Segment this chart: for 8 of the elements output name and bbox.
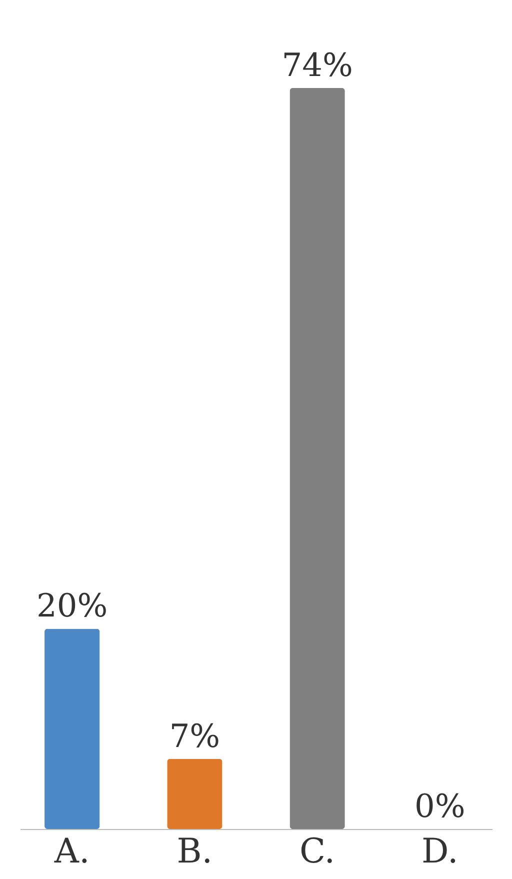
- x-tick-label: A.: [53, 832, 90, 872]
- x-tick-label: C.: [299, 832, 336, 872]
- data-label: 7%: [169, 716, 220, 755]
- data-label: 74%: [282, 46, 353, 84]
- data-label: 20%: [36, 586, 108, 625]
- x-tick-label: D.: [421, 832, 458, 872]
- data-label: 0%: [414, 787, 466, 825]
- x-tick-label: B.: [176, 832, 213, 872]
